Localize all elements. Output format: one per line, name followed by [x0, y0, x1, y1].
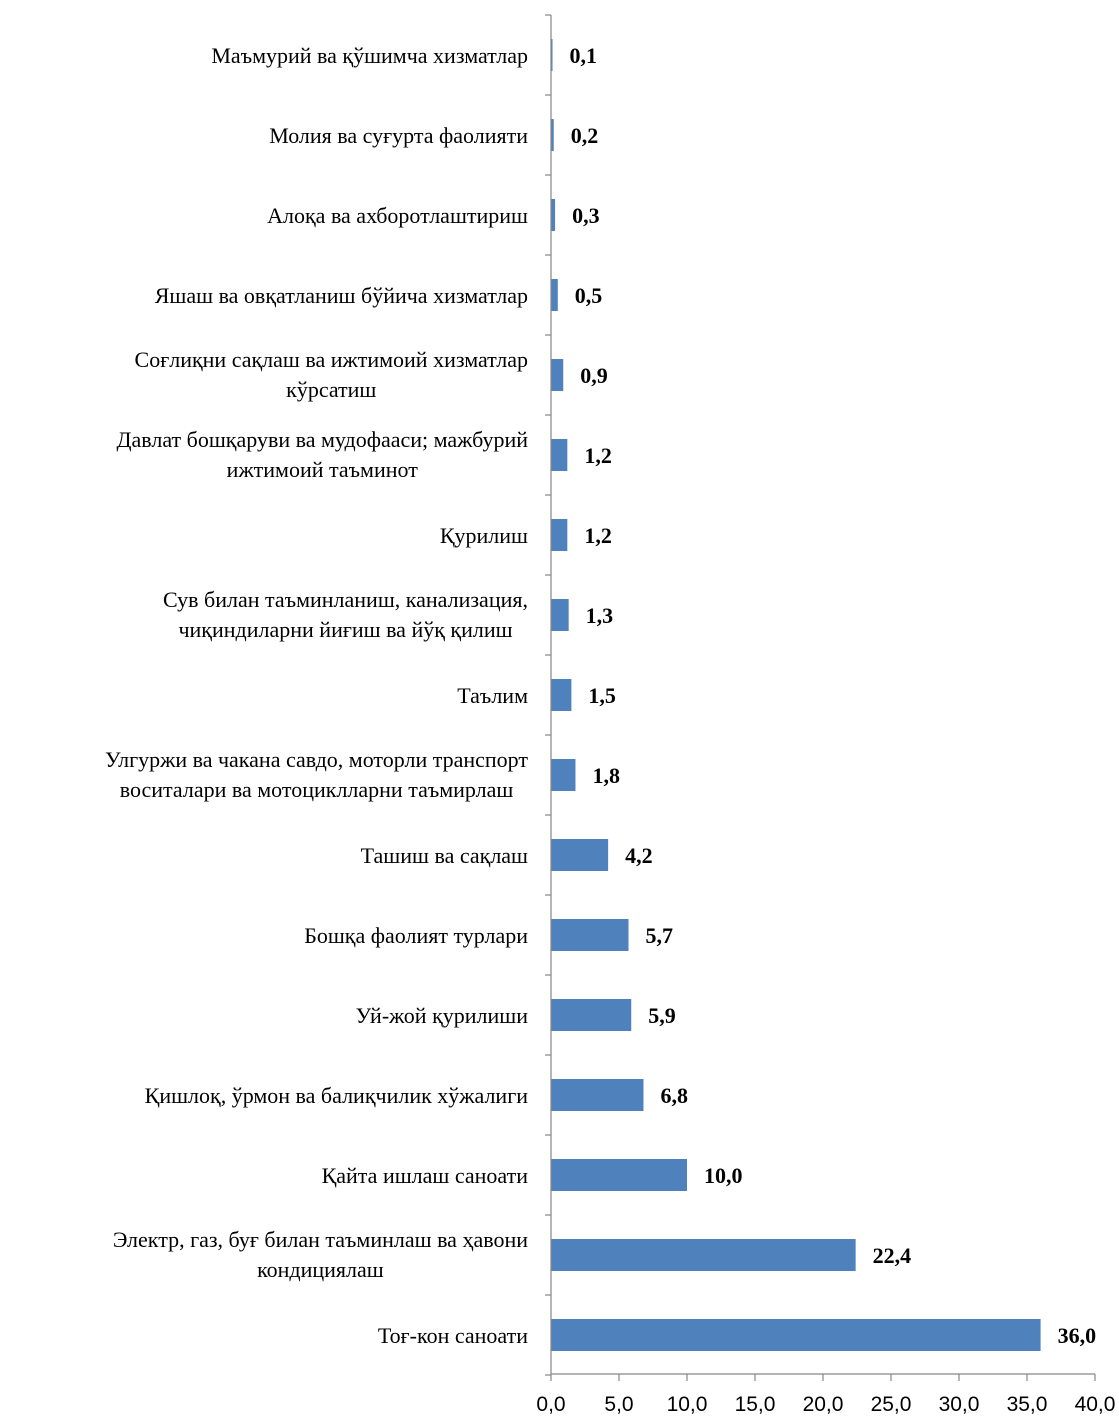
category-label-line: Яшаш ва овқатланиш бўйича хизматлар — [155, 283, 528, 308]
data-label: 5,9 — [648, 1003, 676, 1028]
x-tick-label: 30,0 — [939, 1393, 980, 1416]
data-label: 36,0 — [1058, 1323, 1097, 1348]
x-tick-label: 35,0 — [1007, 1393, 1048, 1416]
bar — [551, 599, 569, 631]
category-label-line: Алоқа ва ахборотлаштириш — [267, 203, 528, 228]
category-label-line: Қайта ишлаш саноати — [322, 1163, 529, 1188]
data-label: 0,9 — [580, 363, 608, 388]
category-label: Қурилиш — [440, 523, 528, 548]
bar — [551, 919, 629, 951]
data-label: 1,5 — [588, 683, 616, 708]
category-label-line: Электр, газ, буғ билан таъминлаш ва ҳаво… — [113, 1227, 528, 1252]
category-label-line: Ташиш ва сақлаш — [361, 843, 528, 868]
bar — [551, 679, 572, 711]
data-label: 0,1 — [570, 43, 598, 68]
category-label-line: Давлат бошқаруви ва мудофааси; мажбурий — [117, 427, 529, 452]
data-label: 5,7 — [646, 923, 674, 948]
category-label-line: кондициялаш — [257, 1257, 384, 1282]
data-label: 0,5 — [575, 283, 603, 308]
data-label: 10,0 — [704, 1163, 743, 1188]
x-tick-label: 15,0 — [735, 1393, 776, 1416]
data-label: 22,4 — [873, 1243, 912, 1268]
data-label: 1,8 — [592, 763, 620, 788]
x-tick-label: 5,0 — [604, 1393, 633, 1416]
x-tick-label: 10,0 — [667, 1393, 708, 1416]
category-label: Сув билан таъминланиш, канализация, чиқин… — [163, 587, 528, 642]
bar — [551, 39, 553, 71]
data-label: 1,2 — [584, 443, 612, 468]
category-label: Давлат бошқаруви ва мудофааси; мажбурий и… — [117, 427, 529, 482]
bar — [551, 1079, 644, 1111]
bar — [551, 119, 554, 151]
bar — [551, 999, 632, 1031]
data-label: 0,3 — [572, 203, 600, 228]
category-label: Тоғ-кон саноати — [378, 1323, 528, 1348]
bar — [551, 359, 564, 391]
category-label-line: Бошқа фаолият турлари — [304, 923, 528, 948]
category-label: Улгуржи ва чакана савдо, моторли транспо… — [105, 747, 528, 802]
category-label-line: Маъмурий ва қўшимча хизматлар — [211, 43, 528, 68]
category-label-line: Қурилиш — [440, 523, 528, 548]
category-label: Электр, газ, буғ билан таъминлаш ва ҳаво… — [113, 1227, 528, 1282]
bar — [551, 519, 568, 551]
bar — [551, 1319, 1041, 1351]
category-label: Қишлоқ, ўрмон ва балиқчилик хўжалиги — [145, 1083, 529, 1108]
category-label: Маъмурий ва қўшимча хизматлар — [211, 43, 528, 68]
category-label-line: Улгуржи ва чакана савдо, моторли транспо… — [105, 747, 528, 772]
bar — [551, 199, 556, 231]
category-label-line: Қишлоқ, ўрмон ва балиқчилик хўжалиги — [145, 1083, 529, 1108]
x-tick-label: 40,0 — [1075, 1393, 1116, 1416]
category-label-line: чиқиндиларни йиғиш ва йўқ қилиш — [178, 617, 512, 642]
data-label: 4,2 — [625, 843, 653, 868]
x-tick-label: 0,0 — [536, 1393, 565, 1416]
category-label: Ташиш ва сақлаш — [361, 843, 528, 868]
category-label: Бошқа фаолият турлари — [304, 923, 528, 948]
category-label: Таълим — [457, 683, 528, 708]
category-label: Яшаш ва овқатланиш бўйича хизматлар — [155, 283, 528, 308]
category-label-line: воситалари ва мотоциклларни таъмирлаш — [120, 777, 514, 802]
data-label: 0,2 — [571, 123, 599, 148]
bar — [551, 1239, 856, 1271]
category-label-line: ижтимоий таъминот — [227, 457, 419, 482]
bar — [551, 439, 568, 471]
category-label: Уй-жой қурилиши — [356, 1003, 529, 1028]
data-label: 1,3 — [586, 603, 614, 628]
bar — [551, 279, 558, 311]
category-label: Алоқа ва ахборотлаштириш — [267, 203, 528, 228]
category-label-line: кўрсатиш — [286, 377, 376, 402]
category-label-line: Уй-жой қурилиши — [356, 1003, 529, 1028]
bar — [551, 839, 609, 871]
category-label: Соғлиқни сақлаш ва ижтимоий хизматлар кўр… — [135, 347, 528, 402]
category-label: Қайта ишлаш саноати — [322, 1163, 529, 1188]
bar — [551, 759, 576, 791]
category-label-line: Таълим — [457, 683, 528, 708]
category-label-line: Тоғ-кон саноати — [378, 1323, 528, 1348]
x-tick-label: 20,0 — [803, 1393, 844, 1416]
bar — [551, 1159, 687, 1191]
category-label: Молия ва суғурта фаолияти — [269, 123, 528, 148]
category-label-line: Соғлиқни сақлаш ва ижтимоий хизматлар — [135, 347, 528, 372]
category-label-line: Сув билан таъминланиш, канализация, — [163, 587, 528, 612]
category-label-line: Молия ва суғурта фаолияти — [269, 123, 528, 148]
x-tick-label: 25,0 — [871, 1393, 912, 1416]
data-label: 1,2 — [584, 523, 612, 548]
data-label: 6,8 — [660, 1083, 688, 1108]
